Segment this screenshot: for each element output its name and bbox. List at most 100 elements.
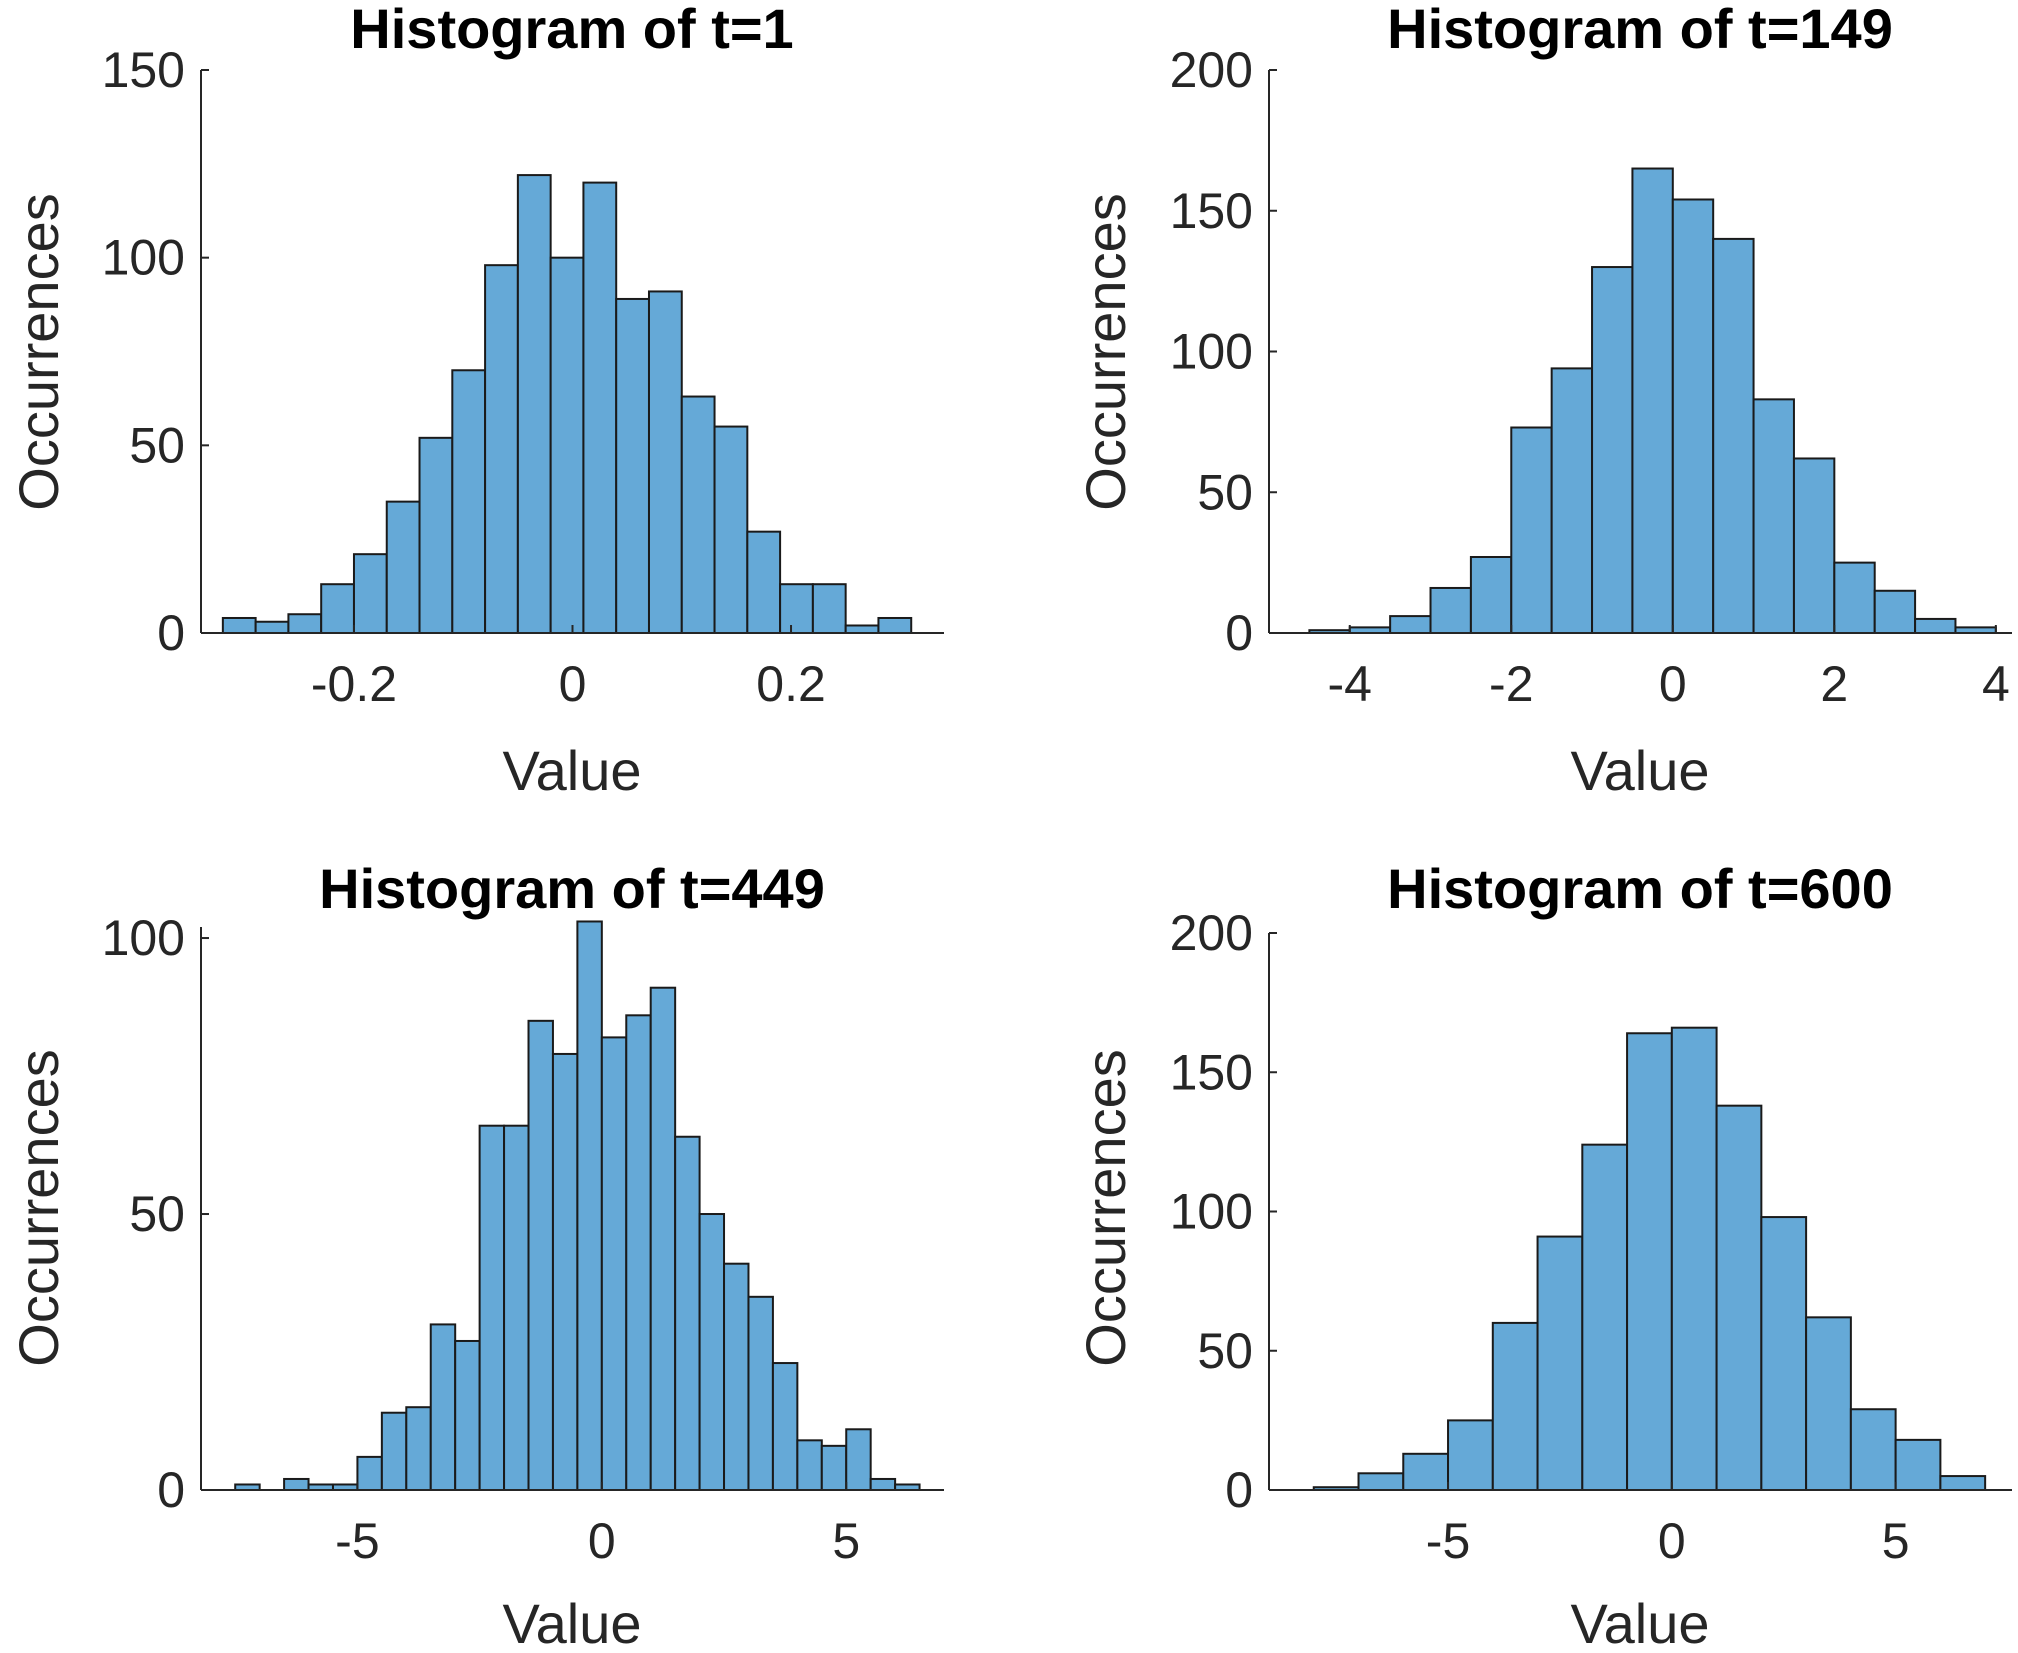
histogram-bar <box>811 583 847 634</box>
bar-series <box>234 920 921 1492</box>
histogram-bar <box>1712 237 1755 634</box>
x-tick-label: 5 <box>832 1513 860 1569</box>
histogram-bar <box>649 986 677 1491</box>
histogram-bar <box>1873 589 1917 635</box>
x-tick-label: 0 <box>1658 1513 1686 1569</box>
histogram-bar <box>576 920 603 1491</box>
y-tick-label: 100 <box>102 910 185 966</box>
histogram-bar <box>600 1036 628 1492</box>
histogram-bar <box>1631 167 1674 634</box>
histogram-bar <box>747 1295 774 1491</box>
histogram-bar <box>1914 617 1957 634</box>
histogram-bar <box>1894 1438 1942 1491</box>
y-tick-label: 200 <box>1170 42 1253 98</box>
histogram-bar <box>1805 1316 1852 1491</box>
histogram-bar <box>877 616 913 635</box>
histogram-bar <box>1626 1032 1673 1491</box>
x-tick-label: -4 <box>1328 656 1372 712</box>
histogram-bar <box>845 1428 872 1491</box>
x-axis-label: Value <box>1570 739 1709 802</box>
y-tick-label: 0 <box>1225 605 1253 661</box>
histogram-bar <box>418 436 454 634</box>
histogram-bar <box>287 613 323 635</box>
histogram-bar <box>1402 1452 1450 1492</box>
histogram-bar <box>1939 1475 1987 1491</box>
histogram-bar <box>549 256 585 634</box>
histogram-bar <box>1792 457 1836 634</box>
histogram-bar <box>779 583 814 634</box>
histogram-bar <box>527 1019 554 1491</box>
panel-t449: Histogram of t=449 0 50 100 -5 0 5 Value Occu… <box>7 857 944 1653</box>
x-tick-label: -0.2 <box>311 656 397 712</box>
histogram-bar <box>254 620 290 634</box>
y-tick-label: 50 <box>1197 464 1253 520</box>
histogram-bar <box>698 1213 726 1492</box>
histogram-bar <box>1581 1143 1629 1492</box>
histogram-bar <box>1849 1408 1897 1491</box>
x-tick-label: -2 <box>1489 656 1533 712</box>
y-tick-label: 0 <box>1225 1462 1253 1518</box>
histogram-bar <box>429 1323 457 1491</box>
histogram-bar <box>647 290 683 634</box>
histogram-bar <box>1833 561 1876 634</box>
y-axis-label: Occurrences <box>1074 193 1137 510</box>
x-tick-label: 4 <box>1982 656 2010 712</box>
axes: 0 50 100 150 200 -5 0 5 <box>1170 905 2012 1569</box>
histogram-bar <box>320 583 355 634</box>
histogram-bar <box>796 1439 823 1491</box>
histogram-bar <box>1357 1472 1405 1492</box>
histogram-bar <box>1536 1235 1584 1491</box>
chart-title: Histogram of t=449 <box>319 857 825 920</box>
histogram-bar <box>221 616 257 635</box>
axes: 0 50 100 150 -0.2 0 0.2 <box>102 42 944 712</box>
x-tick-label: 5 <box>1882 1513 1910 1569</box>
x-tick-label: -5 <box>335 1513 379 1569</box>
y-tick-label: 50 <box>129 417 185 473</box>
histogram-bar <box>1550 367 1594 634</box>
chart-title: Histogram of t=1 <box>350 0 793 60</box>
histogram-bar <box>674 1135 701 1492</box>
y-axis-label: Occurrences <box>7 1049 70 1366</box>
y-tick-label: 150 <box>102 42 185 98</box>
y-axis-label: Occurrences <box>1074 1049 1137 1366</box>
chart-title: Histogram of t=149 <box>1387 0 1893 60</box>
histogram-bar <box>451 369 487 634</box>
histogram-bar <box>503 1124 530 1492</box>
histogram-bar <box>1591 266 1634 634</box>
histogram-bar <box>1389 615 1432 634</box>
panel-t1: Histogram of t=1 0 50 100 150 -0.2 0 0.2 Value… <box>7 0 944 802</box>
y-tick-label: 150 <box>1170 1044 1253 1100</box>
histogram-bar <box>1715 1104 1763 1492</box>
x-axis-label: Value <box>1570 1592 1709 1653</box>
x-tick-label: 0.2 <box>756 656 826 712</box>
y-tick-label: 50 <box>129 1186 185 1242</box>
histogram-bar <box>820 1444 848 1492</box>
histogram-bar <box>283 1477 310 1492</box>
histogram-bar <box>1447 1419 1494 1491</box>
histogram-bar <box>380 1411 408 1491</box>
bar-series <box>1312 1026 1987 1492</box>
histogram-bar <box>1510 426 1553 634</box>
x-axis-label: Value <box>502 739 641 802</box>
histogram-bar <box>746 530 782 634</box>
y-tick-label: 200 <box>1170 905 1253 961</box>
chart-title: Histogram of t=600 <box>1387 857 1893 920</box>
y-axis-label: Occurrences <box>7 193 70 510</box>
histogram-bar <box>1752 398 1795 635</box>
histogram-bar <box>1429 586 1472 635</box>
y-tick-label: 150 <box>1170 183 1253 239</box>
histogram-bar <box>352 553 388 634</box>
histogram-bar <box>1670 1026 1718 1491</box>
panel-t600: Histogram of t=600 0 50 100 150 200 -5 0 5 Valu… <box>1074 857 2012 1653</box>
histogram-bar <box>385 500 421 634</box>
histogram-bar <box>484 264 519 634</box>
histogram-bar <box>615 297 650 634</box>
axes: 0 50 100 -5 0 5 <box>102 910 944 1569</box>
histogram-bar <box>516 174 552 635</box>
histogram-bar <box>405 1406 432 1492</box>
x-axis-label: Value <box>502 1592 641 1653</box>
histogram-bar <box>551 1052 579 1491</box>
histogram-bar <box>713 425 749 635</box>
histogram-bar <box>844 624 880 635</box>
